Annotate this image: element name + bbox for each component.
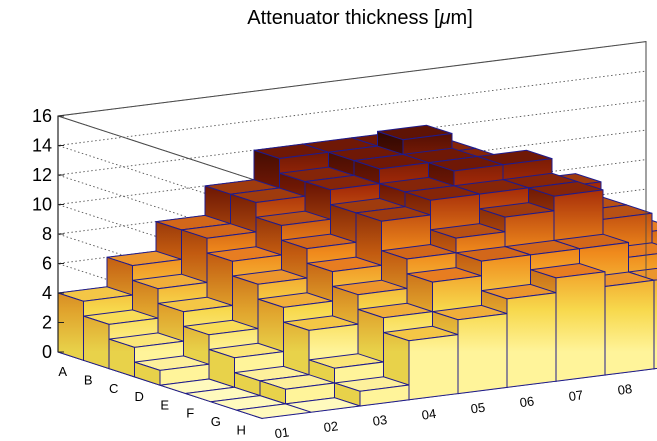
bar-front: [457, 313, 508, 395]
row-label: C: [109, 381, 118, 396]
row-labels: A B C D E F G H: [58, 364, 246, 437]
bar-front: [408, 334, 459, 401]
z-tick-label: 14: [32, 136, 52, 156]
z-tick-label: 12: [32, 165, 52, 185]
bar-front: [506, 292, 557, 388]
z-tick-label: 8: [42, 224, 52, 244]
z-tick-label: 4: [42, 283, 52, 303]
z-tick-label: 0: [42, 342, 52, 362]
column-label: 03: [372, 412, 388, 429]
column-label: 02: [323, 418, 339, 435]
z-axis: 0 2 4 6 8 10 12 14 16: [32, 106, 64, 362]
bar-front: [604, 279, 655, 376]
chart-title: Attenuator thickness [μm]: [247, 7, 473, 29]
column-label: 05: [470, 400, 486, 417]
column-label: 06: [519, 393, 535, 410]
bar-D-01: [134, 355, 210, 386]
column-label: 08: [617, 381, 633, 398]
z-tick-label: 10: [32, 195, 52, 215]
row-label: B: [84, 372, 93, 387]
row-label: E: [160, 397, 169, 412]
bar-top: [236, 403, 312, 419]
row-label: F: [186, 406, 194, 421]
column-labels: 010203040506070809101112: [274, 381, 633, 441]
column-label: 01: [274, 424, 290, 441]
row-label: H: [237, 422, 246, 437]
bar-side: [57, 292, 84, 361]
row-label: G: [211, 414, 221, 429]
bar-H-01: [236, 403, 312, 419]
z-tick-label: 16: [32, 106, 52, 126]
row-label: A: [58, 364, 67, 379]
bar-front: [359, 384, 410, 407]
column-label: 07: [568, 387, 584, 404]
bar-H-03: [334, 376, 410, 407]
row-label: D: [135, 389, 144, 404]
column-label: 04: [421, 406, 437, 423]
bar-front: [555, 271, 606, 382]
z-tick-label: 6: [42, 254, 52, 274]
bar-side: [83, 315, 110, 370]
z-tick-label: 2: [42, 313, 52, 333]
bars: [57, 124, 657, 419]
